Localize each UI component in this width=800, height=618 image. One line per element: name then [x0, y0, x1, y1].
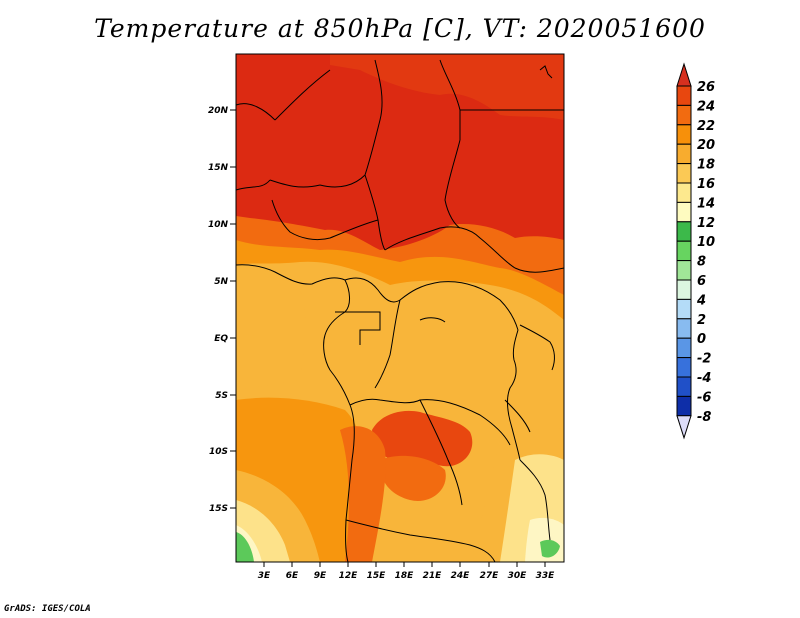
colorbar-swatch	[676, 395, 692, 417]
colorbar-swatch	[676, 221, 692, 242]
lon-label: 24E	[451, 571, 471, 581]
lon-label: 30E	[508, 571, 528, 581]
colorbar-swatch	[676, 376, 692, 397]
lon-label: 33E	[536, 571, 556, 581]
lat-label: 15S	[209, 504, 228, 514]
colorbar-label: -4	[697, 371, 711, 386]
map-title: Temperature at 850hPa [C], VT: 202005160…	[94, 14, 706, 43]
colorbar-label: 26	[697, 80, 715, 95]
colorbar-label: -6	[697, 390, 711, 405]
colorbar-bottom-arrow	[676, 415, 692, 440]
lat-label: 15N	[208, 163, 229, 173]
colorbar-label: 2	[697, 313, 706, 328]
lat-labels: 20N 15N 10N 5N EQ 5S 10S 15S	[208, 106, 229, 514]
lat-label: 5N	[214, 277, 228, 287]
colorbar-label: 24	[697, 99, 715, 114]
colorbar-label: 22	[697, 119, 715, 134]
lon-label: 15E	[367, 571, 387, 581]
lon-label: 18E	[395, 571, 415, 581]
colorbar-swatch	[676, 357, 692, 378]
lon-label: 27E	[480, 571, 500, 581]
colorbar-label: 6	[697, 274, 706, 289]
colorbar-label: 0	[697, 332, 706, 347]
colorbar-swatch	[676, 240, 692, 262]
lat-label: EQ	[214, 334, 228, 344]
colorbar-swatch	[676, 124, 692, 145]
colorbar-swatch	[676, 85, 692, 106]
country-boundaries	[236, 59, 564, 562]
lon-label: 3E	[258, 571, 271, 581]
colorbar-label: 20	[697, 138, 715, 153]
colorbar-swatch	[676, 182, 692, 203]
colorbar-label: 18	[697, 158, 715, 173]
colorbar-label: 16	[697, 177, 715, 192]
lon-label: 6E	[286, 571, 299, 581]
colorbar-swatch	[676, 143, 692, 165]
colorbar-label: -2	[697, 352, 711, 367]
lat-ticks	[230, 109, 236, 509]
colorbar-swatch	[676, 163, 692, 184]
colorbar-label: -8	[697, 410, 711, 425]
lon-label: 12E	[339, 571, 359, 581]
lon-labels: 3E 6E 9E 12E 15E 18E 21E 24E 27E 30E 33E	[258, 571, 555, 581]
colorbar-label: 8	[697, 255, 706, 270]
colorbar-swatch	[676, 201, 692, 223]
colorbar-swatch	[676, 279, 692, 300]
colorbar-label: 12	[697, 216, 715, 231]
colorbar-swatch	[676, 337, 692, 359]
colorbar-swatch	[676, 318, 692, 339]
map-frame	[235, 53, 565, 563]
lat-label: 5S	[215, 391, 228, 401]
colorbar-top-arrow	[676, 62, 692, 87]
temperature-field	[236, 54, 564, 562]
lon-ticks	[263, 562, 546, 567]
lat-label: 10S	[209, 447, 228, 457]
colorbar-swatch	[676, 298, 692, 320]
colorbar-label: 4	[696, 293, 706, 308]
colorbar-label: 14	[697, 196, 715, 211]
lat-label: 20N	[208, 106, 229, 116]
grads-credit: GrADS: IGES/COLA	[4, 604, 91, 614]
colorbar-swatch	[676, 260, 692, 281]
colorbar-label: 10	[697, 235, 715, 250]
lon-label: 9E	[314, 571, 327, 581]
lon-label: 21E	[423, 571, 443, 581]
lat-label: 10N	[208, 220, 229, 230]
colorbar-swatch	[676, 104, 692, 126]
